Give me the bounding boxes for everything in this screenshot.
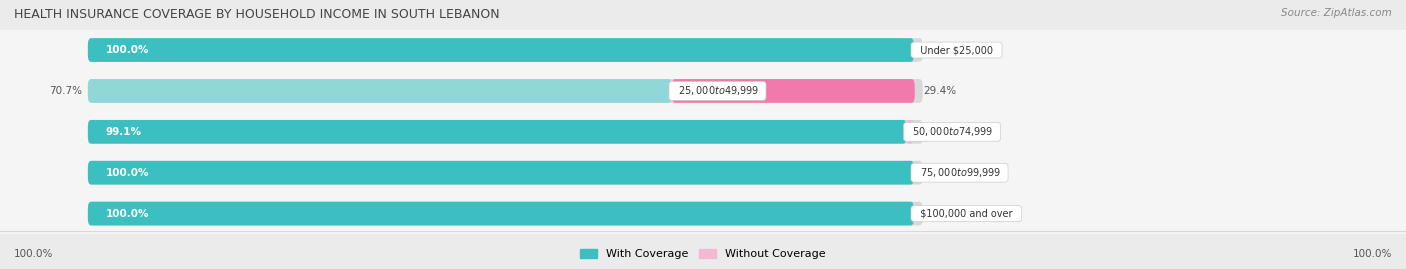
FancyBboxPatch shape xyxy=(87,120,907,144)
Legend: With Coverage, Without Coverage: With Coverage, Without Coverage xyxy=(576,244,830,264)
Text: 99.1%: 99.1% xyxy=(105,127,142,137)
Bar xyxy=(0,152,1406,193)
Text: $100,000 and over: $100,000 and over xyxy=(914,208,1019,219)
Text: 100.0%: 100.0% xyxy=(105,45,149,55)
Text: 100.0%: 100.0% xyxy=(1353,249,1392,259)
FancyBboxPatch shape xyxy=(87,202,922,225)
FancyBboxPatch shape xyxy=(672,79,915,103)
FancyBboxPatch shape xyxy=(87,202,914,225)
Bar xyxy=(0,193,1406,234)
Text: HEALTH INSURANCE COVERAGE BY HOUSEHOLD INCOME IN SOUTH LEBANON: HEALTH INSURANCE COVERAGE BY HOUSEHOLD I… xyxy=(14,8,499,21)
FancyBboxPatch shape xyxy=(87,161,922,185)
Text: 100.0%: 100.0% xyxy=(105,208,149,219)
Text: $75,000 to $99,999: $75,000 to $99,999 xyxy=(914,166,1005,179)
FancyBboxPatch shape xyxy=(87,79,672,103)
FancyBboxPatch shape xyxy=(87,79,922,103)
FancyBboxPatch shape xyxy=(87,120,922,144)
Text: 70.7%: 70.7% xyxy=(49,86,83,96)
FancyBboxPatch shape xyxy=(87,38,914,62)
Text: Source: ZipAtlas.com: Source: ZipAtlas.com xyxy=(1281,8,1392,18)
FancyBboxPatch shape xyxy=(87,38,922,62)
Text: $50,000 to $74,999: $50,000 to $74,999 xyxy=(907,125,998,138)
FancyBboxPatch shape xyxy=(907,120,914,144)
Text: Under $25,000: Under $25,000 xyxy=(914,45,1000,55)
Text: 100.0%: 100.0% xyxy=(105,168,149,178)
Bar xyxy=(0,30,1406,70)
Text: 0.91%: 0.91% xyxy=(922,127,956,137)
Text: 100.0%: 100.0% xyxy=(14,249,53,259)
FancyBboxPatch shape xyxy=(87,161,914,185)
Bar xyxy=(0,111,1406,152)
Text: $25,000 to $49,999: $25,000 to $49,999 xyxy=(672,84,763,97)
Text: 0.0%: 0.0% xyxy=(941,168,966,178)
Text: 29.4%: 29.4% xyxy=(924,86,956,96)
Bar xyxy=(0,70,1406,111)
Text: 0.0%: 0.0% xyxy=(941,208,966,219)
Text: 0.0%: 0.0% xyxy=(941,45,966,55)
